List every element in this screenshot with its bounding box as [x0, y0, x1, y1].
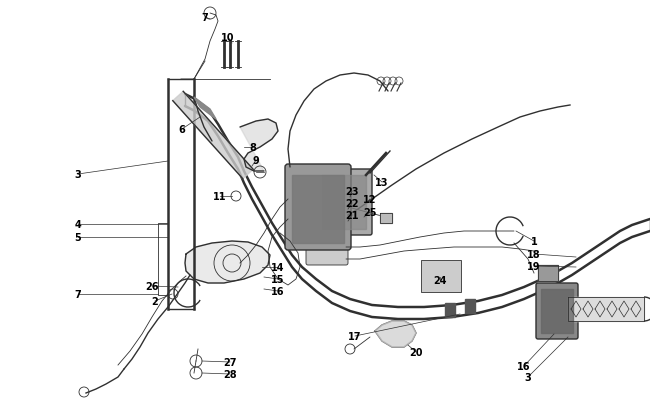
- Text: 7: 7: [202, 13, 209, 23]
- Polygon shape: [375, 321, 416, 347]
- Polygon shape: [568, 297, 644, 321]
- Text: 20: 20: [410, 347, 422, 357]
- Text: 19: 19: [527, 261, 541, 271]
- Text: 3: 3: [75, 170, 81, 179]
- Polygon shape: [538, 265, 558, 281]
- Text: 9: 9: [253, 156, 259, 166]
- Text: 28: 28: [223, 369, 237, 379]
- Text: 6: 6: [179, 125, 185, 135]
- FancyBboxPatch shape: [306, 217, 348, 265]
- Text: 12: 12: [363, 194, 377, 205]
- Polygon shape: [445, 303, 455, 317]
- Polygon shape: [292, 175, 344, 243]
- Polygon shape: [541, 289, 573, 333]
- Text: 11: 11: [213, 192, 227, 202]
- Text: 27: 27: [223, 357, 237, 367]
- FancyBboxPatch shape: [536, 284, 578, 339]
- FancyBboxPatch shape: [285, 164, 351, 250]
- Text: 18: 18: [527, 249, 541, 259]
- Text: 25: 25: [363, 207, 377, 217]
- Polygon shape: [322, 175, 366, 230]
- Polygon shape: [173, 92, 254, 179]
- Text: 10: 10: [221, 33, 235, 43]
- Polygon shape: [185, 241, 270, 284]
- Polygon shape: [240, 120, 278, 172]
- Text: 1: 1: [530, 237, 538, 246]
- Text: 23: 23: [345, 187, 359, 196]
- Text: 14: 14: [271, 262, 285, 272]
- Polygon shape: [465, 299, 475, 313]
- Text: 5: 5: [75, 232, 81, 243]
- Text: 15: 15: [271, 274, 285, 284]
- Text: 24: 24: [434, 275, 447, 285]
- Polygon shape: [194, 98, 216, 120]
- Text: 17: 17: [348, 331, 362, 341]
- FancyBboxPatch shape: [421, 260, 461, 292]
- Polygon shape: [380, 213, 392, 224]
- Text: 16: 16: [271, 286, 285, 296]
- FancyBboxPatch shape: [316, 170, 372, 235]
- Text: 8: 8: [250, 143, 257, 153]
- Text: 13: 13: [375, 177, 389, 188]
- Text: 2: 2: [151, 296, 159, 306]
- Text: 26: 26: [145, 281, 159, 291]
- Text: 3: 3: [525, 372, 532, 382]
- Text: 7: 7: [75, 289, 81, 299]
- Text: 16: 16: [517, 361, 531, 371]
- Text: 4: 4: [75, 220, 81, 230]
- Text: 22: 22: [345, 198, 359, 209]
- Text: 21: 21: [345, 211, 359, 220]
